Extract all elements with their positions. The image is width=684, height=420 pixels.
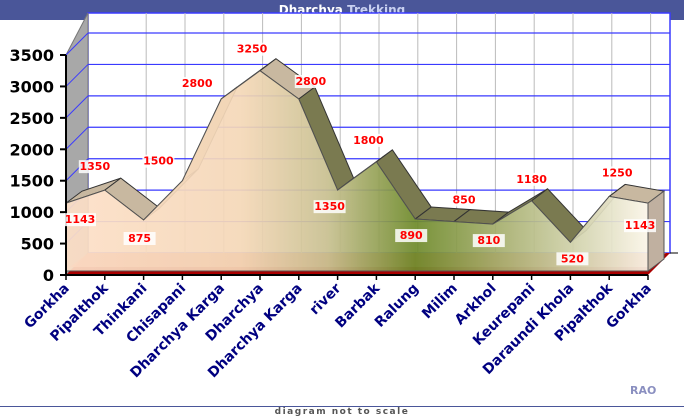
data-label: 890 xyxy=(400,229,423,242)
data-label: 810 xyxy=(477,234,500,247)
y-tick-label: 1000 xyxy=(9,203,54,222)
data-label: 2800 xyxy=(295,75,326,88)
data-label: 1143 xyxy=(65,213,96,226)
data-label: 2800 xyxy=(182,77,213,90)
data-label-bg xyxy=(78,160,111,174)
data-label-bg xyxy=(472,234,505,248)
data-label: 1350 xyxy=(79,160,110,173)
data-label-bg xyxy=(294,75,327,88)
footer-divider xyxy=(0,406,684,407)
data-label-bg xyxy=(123,232,156,245)
area-series xyxy=(65,70,649,272)
data-label-bg xyxy=(395,229,428,243)
y-tick-label: 0 xyxy=(43,266,54,285)
y-tick-label: 500 xyxy=(21,235,54,254)
y-tick-label: 2000 xyxy=(9,140,54,159)
data-label-bg xyxy=(601,166,634,180)
data-label-bg xyxy=(624,219,656,233)
data-label: 1143 xyxy=(625,219,656,232)
y-tick-label: 3500 xyxy=(9,46,54,65)
grid-side xyxy=(65,126,89,150)
y-tick-label: 1500 xyxy=(9,172,54,191)
data-label-bg xyxy=(64,213,96,227)
data-label: 3250 xyxy=(237,43,268,56)
data-label-bg xyxy=(515,172,548,186)
data-label: 1250 xyxy=(602,166,633,179)
y-tick-label: 2500 xyxy=(9,109,54,128)
data-label: 1180 xyxy=(516,173,547,186)
data-label-bg xyxy=(448,193,480,207)
data-label: 850 xyxy=(453,194,476,207)
footer-note: diagram not to scale xyxy=(274,407,410,417)
data-label: 1500 xyxy=(143,155,174,168)
data-label: 1800 xyxy=(353,134,384,147)
y-tick-label: 3000 xyxy=(9,77,54,96)
data-label-bg xyxy=(181,77,214,90)
data-label-bg xyxy=(142,154,175,168)
data-label-bg xyxy=(236,42,268,56)
credit-label: RAO xyxy=(630,384,657,397)
data-label-bg xyxy=(313,200,346,214)
grid-side xyxy=(65,32,89,56)
data-label: 1350 xyxy=(314,200,345,213)
grid-side xyxy=(65,64,89,87)
data-label-bg xyxy=(352,133,385,147)
data-label: 520 xyxy=(561,252,584,265)
data-label-bg xyxy=(556,252,589,266)
data-label: 875 xyxy=(128,232,151,245)
grid-side xyxy=(65,95,89,119)
